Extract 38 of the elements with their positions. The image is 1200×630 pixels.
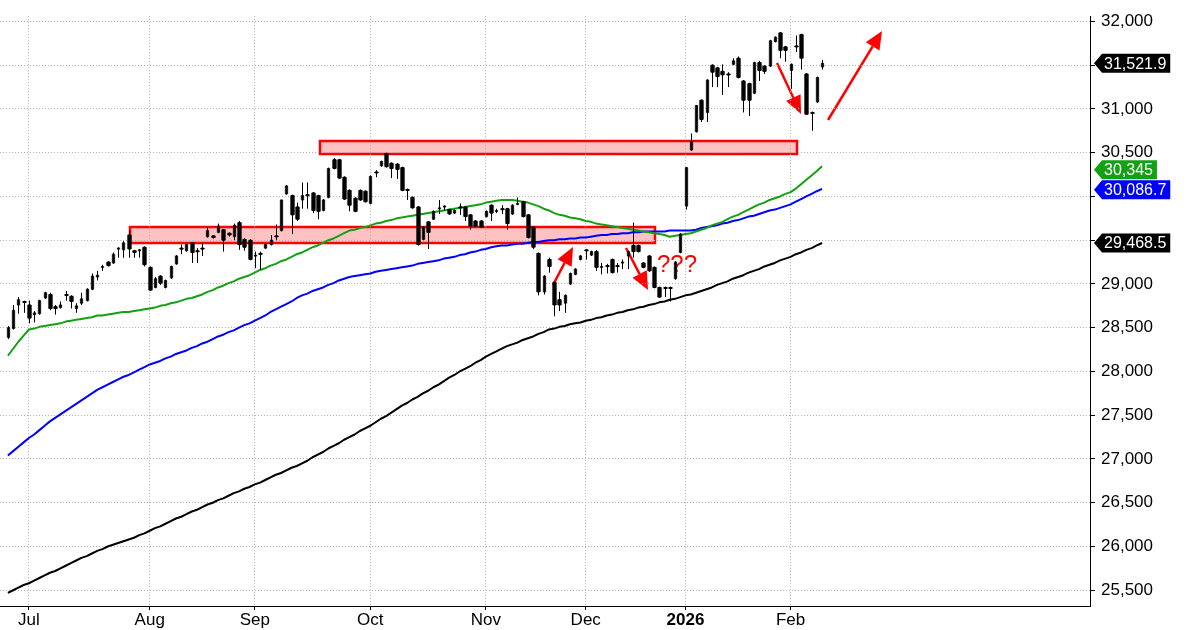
- x-tick-label: 2026: [666, 609, 705, 629]
- text: 29,468.5: [1104, 234, 1167, 252]
- candlestick: [27, 300, 32, 324]
- y-tick-label: 26,000: [1101, 536, 1153, 556]
- candlestick: [594, 249, 599, 272]
- text: 30,086.7: [1104, 181, 1167, 199]
- y-tick-label: 31,000: [1101, 98, 1153, 118]
- y-tick-label: 27,500: [1101, 404, 1153, 424]
- candlestick: [279, 199, 284, 232]
- candlestick: [684, 167, 689, 211]
- text: 31,521.9: [1104, 54, 1167, 72]
- candlestick: [678, 232, 683, 254]
- candlestick: [542, 274, 547, 295]
- y-tick-label: 27,000: [1101, 448, 1153, 468]
- y-tick-label: 32,000: [1101, 11, 1153, 31]
- x-tick-label: Feb: [775, 609, 806, 629]
- candlestick: [326, 167, 331, 199]
- candlestick: [426, 220, 431, 250]
- x-tick-label: Dec: [570, 609, 602, 629]
- candlestick: [11, 304, 16, 330]
- y-tick-label: 28,500: [1101, 317, 1153, 337]
- candlestick: [705, 78, 710, 123]
- x-tick-label: Jul: [18, 609, 40, 629]
- text: 30,345: [1104, 161, 1154, 179]
- y-tick-label: 28,000: [1101, 361, 1153, 381]
- x-tick-label: Nov: [470, 609, 502, 629]
- candlestick: [815, 76, 820, 104]
- x-tick-label: Sep: [239, 609, 270, 629]
- y-tick-label: 30,500: [1101, 142, 1153, 162]
- y-tick-label: 25,500: [1101, 579, 1153, 599]
- x-tick-label: Aug: [134, 609, 165, 629]
- y-tick-label: 29,000: [1101, 273, 1153, 293]
- x-tick-label: Oct: [357, 609, 384, 629]
- candlestick: [563, 293, 568, 314]
- y-tick-label: 26,500: [1101, 492, 1153, 512]
- candlestick: [768, 39, 773, 68]
- candlestick: [789, 62, 794, 90]
- annotation: ???: [657, 250, 698, 278]
